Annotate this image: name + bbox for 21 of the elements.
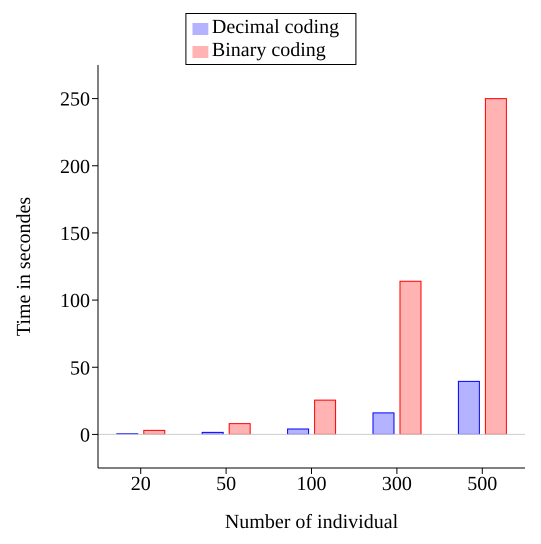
x-tick-label: 300	[382, 473, 412, 496]
x-tick-label: 20	[130, 473, 151, 496]
y-tick-label: 100	[60, 290, 90, 312]
y-tick-label: 50	[70, 357, 90, 380]
x-axis-title: Number of individual	[224, 511, 399, 533]
legend-label: Decimal coding	[212, 16, 340, 38]
x-tick-label: 500	[467, 473, 498, 496]
y-tick-label: 0	[80, 424, 90, 447]
bar	[399, 280, 422, 435]
y-tick-label: 150	[60, 223, 90, 246]
x-tick-label: 50	[216, 473, 236, 496]
bar	[458, 380, 480, 435]
bar	[484, 98, 507, 435]
bar	[314, 400, 336, 435]
legend-label: Binary coding	[212, 39, 326, 61]
y-tick-label: 250	[60, 88, 90, 111]
y-tick-label: 200	[60, 156, 90, 178]
bar	[372, 412, 394, 435]
bar	[228, 423, 251, 435]
y-axis-title: Time in secondes	[13, 196, 36, 336]
x-tick-label: 100	[296, 473, 326, 496]
